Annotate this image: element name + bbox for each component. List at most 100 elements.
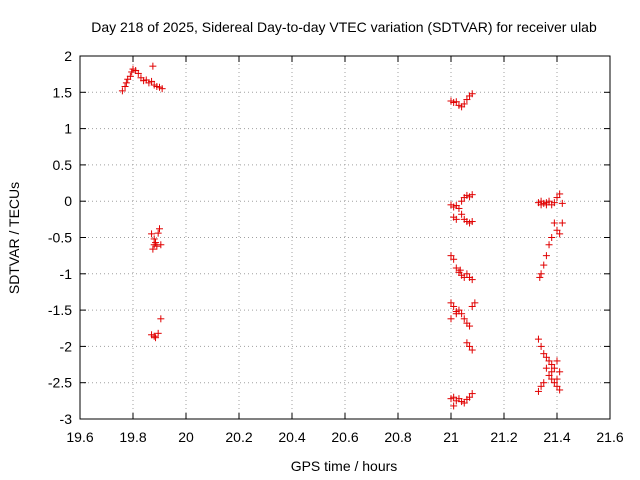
data-point-marker — [455, 204, 463, 212]
data-point-marker — [537, 382, 545, 390]
data-point-marker — [556, 190, 564, 198]
data-point-marker — [152, 239, 160, 247]
x-axis-label: GPS time / hours — [291, 458, 398, 474]
data-point-marker — [545, 241, 553, 249]
grid-lines — [80, 56, 610, 419]
data-point-marker — [450, 302, 458, 310]
chart-title: Day 218 of 2025, Sidereal Day-to-day VTE… — [91, 19, 597, 35]
data-point-marker — [157, 241, 165, 249]
x-tick-label: 21 — [443, 429, 459, 445]
x-tick-label: 20.6 — [331, 429, 358, 445]
y-tick-label: 1 — [64, 121, 72, 137]
x-tick-label: 19.6 — [66, 429, 93, 445]
x-tick-label: 20.8 — [384, 429, 411, 445]
data-point-marker — [545, 371, 553, 379]
data-point-marker — [452, 98, 460, 106]
data-point-marker — [545, 197, 553, 205]
y-tick-label: -2.5 — [48, 375, 72, 391]
data-point-marker — [553, 357, 561, 365]
data-point-marker — [534, 387, 542, 395]
data-point-marker — [460, 315, 468, 323]
y-tick-label: 0.5 — [53, 157, 73, 173]
data-point-marker — [468, 218, 476, 226]
data-point-marker — [468, 346, 476, 354]
x-tick-labels: 19.6 19.8 20 20.2 20.4 20.6 20.8 21 21.2 21.4 21.6 — [66, 429, 623, 445]
data-point-marker — [545, 357, 553, 365]
y-tick-label: -3 — [60, 411, 73, 427]
data-point-marker — [542, 201, 550, 209]
data-point-marker — [460, 100, 468, 108]
y-tick-label: -1.5 — [48, 302, 72, 318]
data-point-marker — [452, 310, 460, 318]
data-point-marker — [458, 197, 466, 205]
data-point-marker — [548, 361, 556, 369]
x-tick-label: 20 — [178, 429, 194, 445]
y-tick-label: -0.5 — [48, 230, 72, 246]
data-point-marker — [463, 339, 471, 347]
data-point-marker — [148, 230, 156, 238]
data-point-marker — [447, 315, 455, 323]
data-point-marker — [158, 85, 166, 93]
data-point-marker — [455, 306, 463, 314]
x-tick-label: 21.4 — [543, 429, 570, 445]
data-point-marker — [558, 199, 566, 207]
data-point-marker — [156, 225, 163, 233]
data-point-marker — [154, 329, 162, 337]
data-point-marker — [468, 302, 476, 310]
data-point-marker — [556, 368, 564, 376]
x-tick-label: 19.8 — [119, 429, 146, 445]
x-tick-label: 21.6 — [596, 429, 623, 445]
data-point-marker — [126, 72, 134, 80]
data-point-marker — [450, 255, 458, 263]
data-point-marker — [468, 90, 476, 98]
data-point-marker — [452, 215, 460, 223]
data-point-marker — [540, 350, 548, 358]
data-point-marker — [558, 219, 566, 227]
data-point-marker — [450, 402, 458, 410]
y-tick-label: 1.5 — [53, 84, 73, 100]
data-point-marker — [460, 399, 468, 407]
data-point-marker — [149, 245, 157, 253]
data-point-marker — [542, 364, 550, 372]
data-point-marker — [548, 368, 556, 376]
y-tick-label: -1 — [60, 266, 73, 282]
data-point-marker — [150, 235, 158, 243]
data-point-marker — [550, 199, 558, 207]
data-point-marker — [450, 393, 458, 401]
data-point-marker — [553, 375, 561, 383]
data-point-marker — [553, 194, 561, 202]
data-point-marker — [148, 77, 156, 85]
data-point-marker — [534, 335, 542, 343]
data-point-marker — [118, 87, 126, 95]
x-tick-label: 20.4 — [278, 429, 305, 445]
y-tick-label: 2 — [64, 48, 72, 64]
y-tick-label: -2 — [60, 338, 73, 354]
data-point-marker — [463, 96, 471, 104]
data-point-marker — [471, 299, 479, 307]
y-axis-label: SDTVAR / TECUs — [6, 182, 22, 294]
data-point-marker — [463, 270, 471, 278]
y-tick-label: 0 — [64, 193, 72, 209]
x-tick-label: 21.2 — [490, 429, 517, 445]
data-point-marker — [157, 315, 165, 323]
data-point-marker — [128, 68, 136, 76]
data-point-marker — [154, 229, 162, 237]
data-point-marker — [456, 266, 464, 274]
data-point-marker — [537, 342, 545, 350]
x-tick-label: 20.2 — [225, 429, 252, 445]
data-point-marker — [540, 261, 548, 269]
data-point-marker — [540, 379, 548, 387]
data-point-marker — [447, 299, 455, 307]
data-point-marker — [553, 226, 561, 234]
data-point-marker — [152, 334, 160, 342]
data-point-marker — [556, 230, 564, 238]
data-point-marker — [452, 264, 460, 272]
data-point-marker — [466, 342, 474, 350]
data-point-marker — [466, 393, 474, 401]
data-point-marker — [536, 273, 544, 281]
data-points — [118, 62, 566, 410]
data-point-marker — [550, 219, 558, 227]
data-point-marker — [537, 270, 545, 278]
